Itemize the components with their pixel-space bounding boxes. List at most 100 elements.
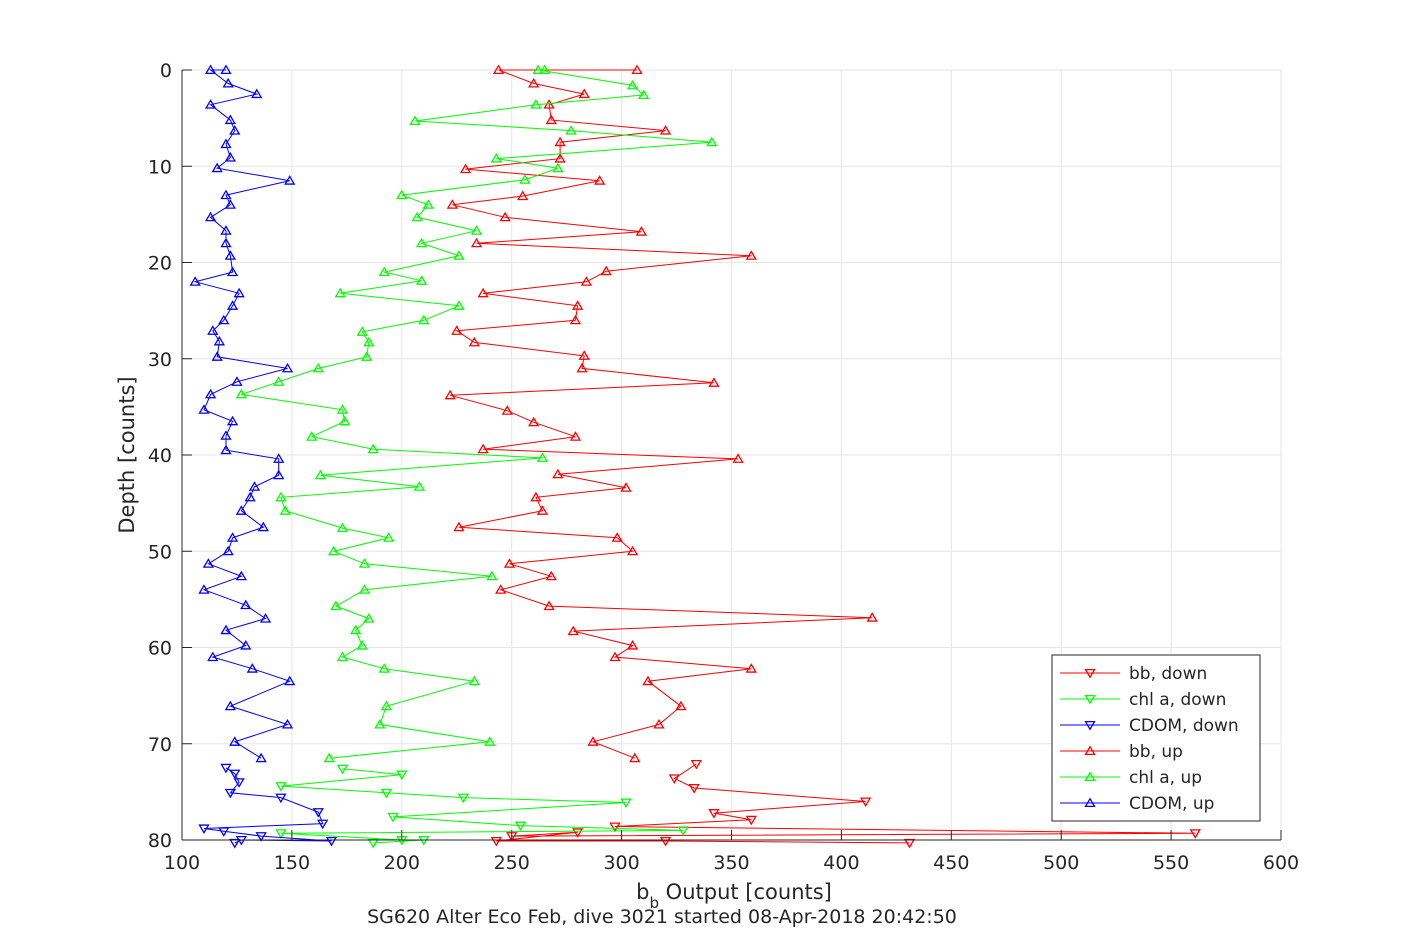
data-point — [325, 836, 338, 847]
data-point — [380, 700, 393, 711]
data-point — [543, 600, 555, 611]
data-point — [492, 64, 505, 75]
data-point — [235, 505, 247, 515]
data-point — [554, 136, 566, 147]
series-line — [450, 69, 873, 759]
data-point — [745, 663, 757, 673]
series-line — [241, 69, 712, 759]
data-point — [675, 700, 687, 711]
data-point — [330, 600, 342, 611]
legend-label: chl a, down — [1129, 690, 1226, 710]
data-point — [284, 675, 296, 686]
data-point — [224, 700, 236, 711]
data-point — [514, 821, 527, 832]
data-point — [745, 250, 757, 260]
data-point — [600, 265, 612, 276]
data-point — [565, 125, 577, 135]
data-point — [631, 64, 643, 75]
data-point — [620, 482, 632, 492]
data-point — [218, 827, 230, 837]
data-point — [251, 88, 263, 99]
data-point — [501, 405, 513, 415]
data-point — [576, 362, 588, 373]
data-point — [609, 822, 621, 833]
data-point — [611, 532, 623, 542]
data-point — [222, 545, 234, 556]
data-point — [451, 325, 463, 335]
data-point — [235, 570, 247, 581]
data-point — [486, 570, 498, 581]
data-point — [470, 225, 483, 235]
data-point — [517, 190, 529, 201]
data-point — [453, 300, 465, 310]
data-point — [528, 416, 540, 427]
data-point — [374, 718, 386, 729]
data-point — [552, 162, 564, 173]
x-tick-label: 500 — [1043, 852, 1079, 874]
data-point — [356, 640, 368, 650]
data-point — [198, 824, 210, 835]
data-point — [229, 125, 241, 135]
data-point — [593, 175, 606, 185]
data-point — [690, 759, 702, 770]
data-point — [220, 624, 232, 635]
data-point — [446, 199, 458, 209]
y-tick-label: 30 — [148, 349, 172, 371]
data-point — [626, 79, 639, 90]
data-point — [528, 77, 540, 88]
figure-footer: SG620 Alter Eco Feb, dive 3021 started 0… — [367, 906, 957, 928]
series-bb-down — [490, 759, 1201, 849]
data-point — [284, 175, 296, 185]
data-point — [569, 431, 582, 441]
data-point — [637, 89, 650, 100]
data-point — [207, 651, 219, 662]
data-point — [226, 532, 239, 542]
data-point — [367, 443, 379, 454]
x-tick-label: 350 — [713, 852, 749, 874]
legend-label: bb, down — [1129, 664, 1207, 684]
x-tick-label: 100 — [164, 852, 200, 874]
x-tick-label: 150 — [274, 852, 310, 874]
data-point — [378, 266, 390, 277]
data-point — [1189, 829, 1201, 839]
data-point — [866, 612, 878, 622]
data-point — [350, 624, 362, 635]
data-point — [211, 351, 223, 361]
data-point — [653, 718, 665, 729]
data-point — [659, 836, 672, 847]
series-line — [203, 767, 332, 844]
data-point — [224, 788, 236, 799]
data-point — [477, 443, 489, 454]
data-point — [229, 769, 241, 780]
x-tick-labels: 100 150 200 250 300 350 400 450 500 550 600 — [164, 852, 1299, 874]
data-point — [248, 481, 261, 491]
data-point — [468, 675, 480, 686]
data-point — [380, 788, 393, 799]
data-point — [336, 651, 349, 662]
data-point — [281, 718, 294, 729]
data-point — [356, 326, 368, 336]
legend-label: chl a, up — [1129, 768, 1202, 788]
data-point — [273, 453, 285, 463]
data-point — [255, 832, 267, 842]
data-point — [275, 491, 287, 502]
data-point — [312, 362, 324, 373]
data-point — [552, 468, 564, 479]
x-tick-label: 400 — [823, 852, 859, 874]
legend-marker — [1084, 797, 1096, 808]
data-point — [453, 521, 465, 532]
data-point — [468, 336, 480, 347]
data-point — [204, 211, 217, 222]
data-point — [490, 836, 502, 847]
data-point — [532, 64, 544, 75]
data-point — [220, 763, 232, 774]
y-tick-label: 40 — [148, 445, 172, 467]
data-point — [382, 532, 395, 542]
data-point — [204, 99, 217, 109]
data-point — [409, 115, 421, 126]
data-point — [314, 469, 327, 480]
data-point — [411, 211, 423, 222]
data-point — [444, 389, 456, 400]
data-point — [477, 287, 489, 298]
data-point — [204, 388, 217, 399]
